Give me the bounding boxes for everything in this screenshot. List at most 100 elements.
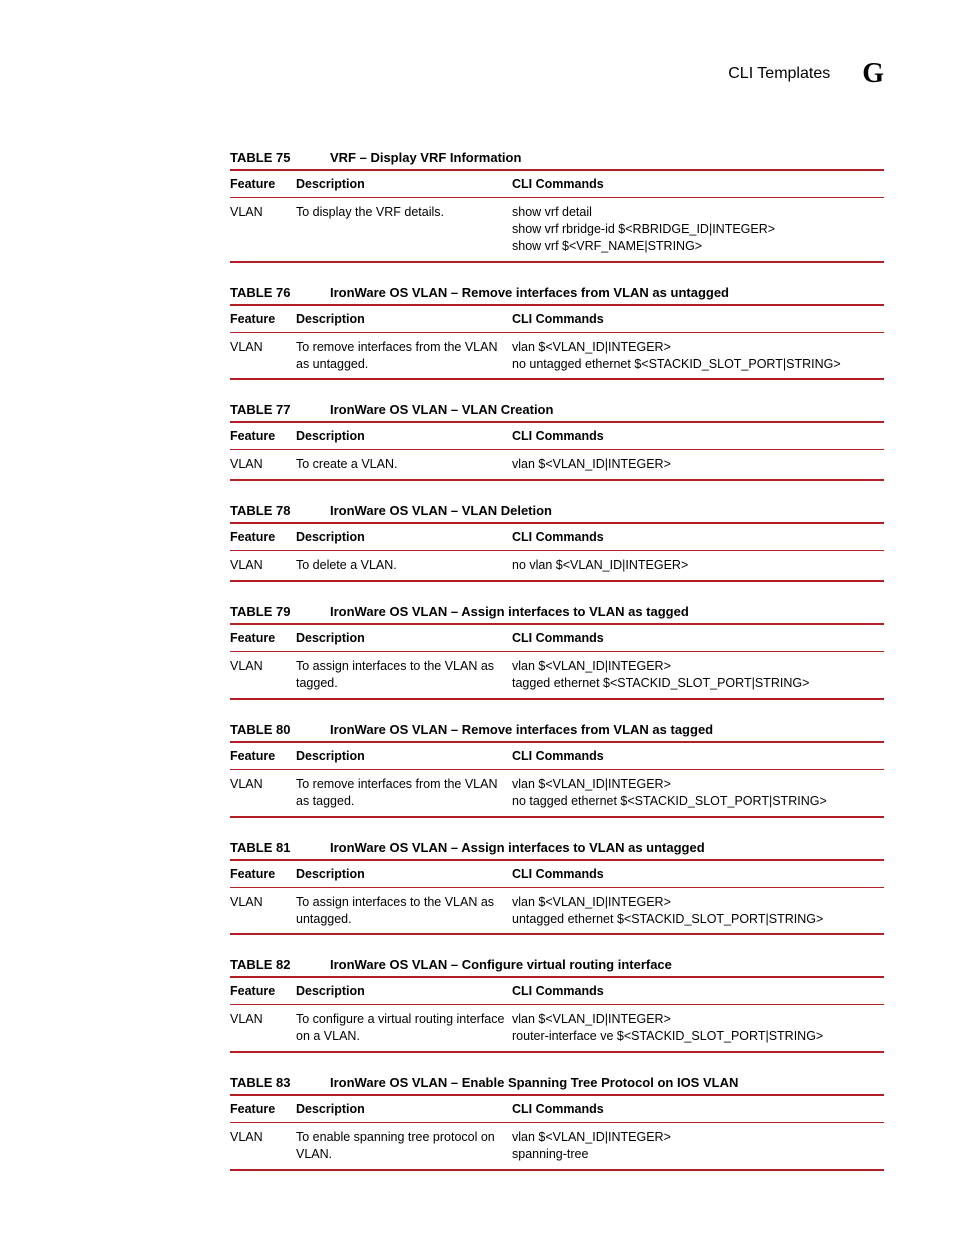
table-block: TABLE 80IronWare OS VLAN – Remove interf… <box>230 722 884 818</box>
table-row: VLANTo enable spanning tree protocol on … <box>230 1123 884 1170</box>
column-header-feature: Feature <box>230 860 296 888</box>
table-block: TABLE 79IronWare OS VLAN – Assign interf… <box>230 604 884 700</box>
column-header-description: Description <box>296 977 512 1005</box>
table-caption: TABLE 83IronWare OS VLAN – Enable Spanni… <box>230 1075 884 1090</box>
table-header-row: FeatureDescriptionCLI Commands <box>230 1095 884 1123</box>
header-title: CLI Templates <box>728 65 830 83</box>
column-header-description: Description <box>296 170 512 198</box>
table-title: IronWare OS VLAN – Remove interfaces fro… <box>330 285 729 300</box>
column-header-feature: Feature <box>230 170 296 198</box>
table-row: VLANTo create a VLAN.vlan $<VLAN_ID|INTE… <box>230 450 884 480</box>
table-header-row: FeatureDescriptionCLI Commands <box>230 977 884 1005</box>
column-header-commands: CLI Commands <box>512 523 884 551</box>
table-row: VLANTo assign interfaces to the VLAN as … <box>230 887 884 934</box>
command-line: vlan $<VLAN_ID|INTEGER> <box>512 456 878 473</box>
table-caption: TABLE 75VRF – Display VRF Information <box>230 150 884 165</box>
cell-feature: VLAN <box>230 769 296 816</box>
table-title: IronWare OS VLAN – VLAN Deletion <box>330 503 552 518</box>
table-title: IronWare OS VLAN – Configure virtual rou… <box>330 957 672 972</box>
column-header-feature: Feature <box>230 305 296 333</box>
cell-commands: vlan $<VLAN_ID|INTEGER> <box>512 450 884 480</box>
column-header-description: Description <box>296 742 512 770</box>
page: CLI Templates G TABLE 75VRF – Display VR… <box>0 0 954 1253</box>
table-block: TABLE 82IronWare OS VLAN – Configure vir… <box>230 957 884 1053</box>
cell-description: To display the VRF details. <box>296 198 512 262</box>
column-header-commands: CLI Commands <box>512 422 884 450</box>
table-title: IronWare OS VLAN – Remove interfaces fro… <box>330 722 713 737</box>
cell-description: To configure a virtual routing interface… <box>296 1005 512 1052</box>
command-line: vlan $<VLAN_ID|INTEGER> <box>512 339 878 356</box>
cell-feature: VLAN <box>230 1123 296 1170</box>
column-header-description: Description <box>296 422 512 450</box>
command-line: show vrf rbridge-id $<RBRIDGE_ID|INTEGER… <box>512 221 878 238</box>
column-header-description: Description <box>296 305 512 333</box>
cell-feature: VLAN <box>230 887 296 934</box>
cell-feature: VLAN <box>230 198 296 262</box>
column-header-feature: Feature <box>230 1095 296 1123</box>
table-row: VLANTo remove interfaces from the VLAN a… <box>230 769 884 816</box>
cli-table: FeatureDescriptionCLI CommandsVLANTo con… <box>230 976 884 1053</box>
table-block: TABLE 76IronWare OS VLAN – Remove interf… <box>230 285 884 381</box>
cell-commands: vlan $<VLAN_ID|INTEGER>router-interface … <box>512 1005 884 1052</box>
table-caption: TABLE 77IronWare OS VLAN – VLAN Creation <box>230 402 884 417</box>
page-header: CLI Templates G <box>230 58 884 90</box>
table-number-label: TABLE 77 <box>230 402 330 417</box>
cli-table: FeatureDescriptionCLI CommandsVLANTo rem… <box>230 304 884 381</box>
table-caption: TABLE 76IronWare OS VLAN – Remove interf… <box>230 285 884 300</box>
command-line: tagged ethernet $<STACKID_SLOT_PORT|STRI… <box>512 675 878 692</box>
table-number-label: TABLE 80 <box>230 722 330 737</box>
command-line: spanning-tree <box>512 1146 878 1163</box>
cell-commands: vlan $<VLAN_ID|INTEGER>no tagged etherne… <box>512 769 884 816</box>
table-number-label: TABLE 78 <box>230 503 330 518</box>
command-line: vlan $<VLAN_ID|INTEGER> <box>512 1011 878 1028</box>
table-header-row: FeatureDescriptionCLI Commands <box>230 742 884 770</box>
table-header-row: FeatureDescriptionCLI Commands <box>230 305 884 333</box>
column-header-feature: Feature <box>230 523 296 551</box>
table-number-label: TABLE 82 <box>230 957 330 972</box>
table-number-label: TABLE 81 <box>230 840 330 855</box>
cell-description: To assign interfaces to the VLAN as unta… <box>296 887 512 934</box>
cli-table: FeatureDescriptionCLI CommandsVLANTo del… <box>230 522 884 582</box>
column-header-feature: Feature <box>230 977 296 1005</box>
command-line: show vrf $<VRF_NAME|STRING> <box>512 238 878 255</box>
command-line: router-interface ve $<STACKID_SLOT_PORT|… <box>512 1028 878 1045</box>
column-header-description: Description <box>296 523 512 551</box>
column-header-commands: CLI Commands <box>512 742 884 770</box>
command-line: vlan $<VLAN_ID|INTEGER> <box>512 658 878 675</box>
table-caption: TABLE 81IronWare OS VLAN – Assign interf… <box>230 840 884 855</box>
column-header-feature: Feature <box>230 624 296 652</box>
cell-commands: no vlan $<VLAN_ID|INTEGER> <box>512 551 884 581</box>
column-header-commands: CLI Commands <box>512 977 884 1005</box>
table-block: TABLE 81IronWare OS VLAN – Assign interf… <box>230 840 884 936</box>
cell-commands: show vrf detailshow vrf rbridge-id $<RBR… <box>512 198 884 262</box>
tables-container: TABLE 75VRF – Display VRF Information Fea… <box>230 150 884 1171</box>
cell-feature: VLAN <box>230 450 296 480</box>
command-line: no tagged ethernet $<STACKID_SLOT_PORT|S… <box>512 793 878 810</box>
table-caption: TABLE 79IronWare OS VLAN – Assign interf… <box>230 604 884 619</box>
table-title: IronWare OS VLAN – VLAN Creation <box>330 402 553 417</box>
table-number-label: TABLE 75 <box>230 150 330 165</box>
cell-description: To delete a VLAN. <box>296 551 512 581</box>
table-caption: TABLE 78IronWare OS VLAN – VLAN Deletion <box>230 503 884 518</box>
cell-commands: vlan $<VLAN_ID|INTEGER>no untagged ether… <box>512 332 884 379</box>
column-header-commands: CLI Commands <box>512 1095 884 1123</box>
table-row: VLANTo configure a virtual routing inter… <box>230 1005 884 1052</box>
table-title: IronWare OS VLAN – Enable Spanning Tree … <box>330 1075 738 1090</box>
cell-commands: vlan $<VLAN_ID|INTEGER>untagged ethernet… <box>512 887 884 934</box>
table-caption: TABLE 80IronWare OS VLAN – Remove interf… <box>230 722 884 737</box>
table-number-label: TABLE 76 <box>230 285 330 300</box>
command-line: no vlan $<VLAN_ID|INTEGER> <box>512 557 878 574</box>
table-title: IronWare OS VLAN – Assign interfaces to … <box>330 604 689 619</box>
column-header-feature: Feature <box>230 422 296 450</box>
table-number-label: TABLE 79 <box>230 604 330 619</box>
cell-feature: VLAN <box>230 551 296 581</box>
table-block: TABLE 75VRF – Display VRF Information Fea… <box>230 150 884 263</box>
table-header-row: FeatureDescriptionCLI Commands <box>230 523 884 551</box>
table-row: VLANTo delete a VLAN.no vlan $<VLAN_ID|I… <box>230 551 884 581</box>
cli-table: FeatureDescriptionCLI CommandsVLANTo cre… <box>230 421 884 481</box>
column-header-commands: CLI Commands <box>512 860 884 888</box>
table-title: IronWare OS VLAN – Assign interfaces to … <box>330 840 705 855</box>
table-number-label: TABLE 83 <box>230 1075 330 1090</box>
table-header-row: FeatureDescriptionCLI Commands <box>230 170 884 198</box>
table-caption: TABLE 82IronWare OS VLAN – Configure vir… <box>230 957 884 972</box>
